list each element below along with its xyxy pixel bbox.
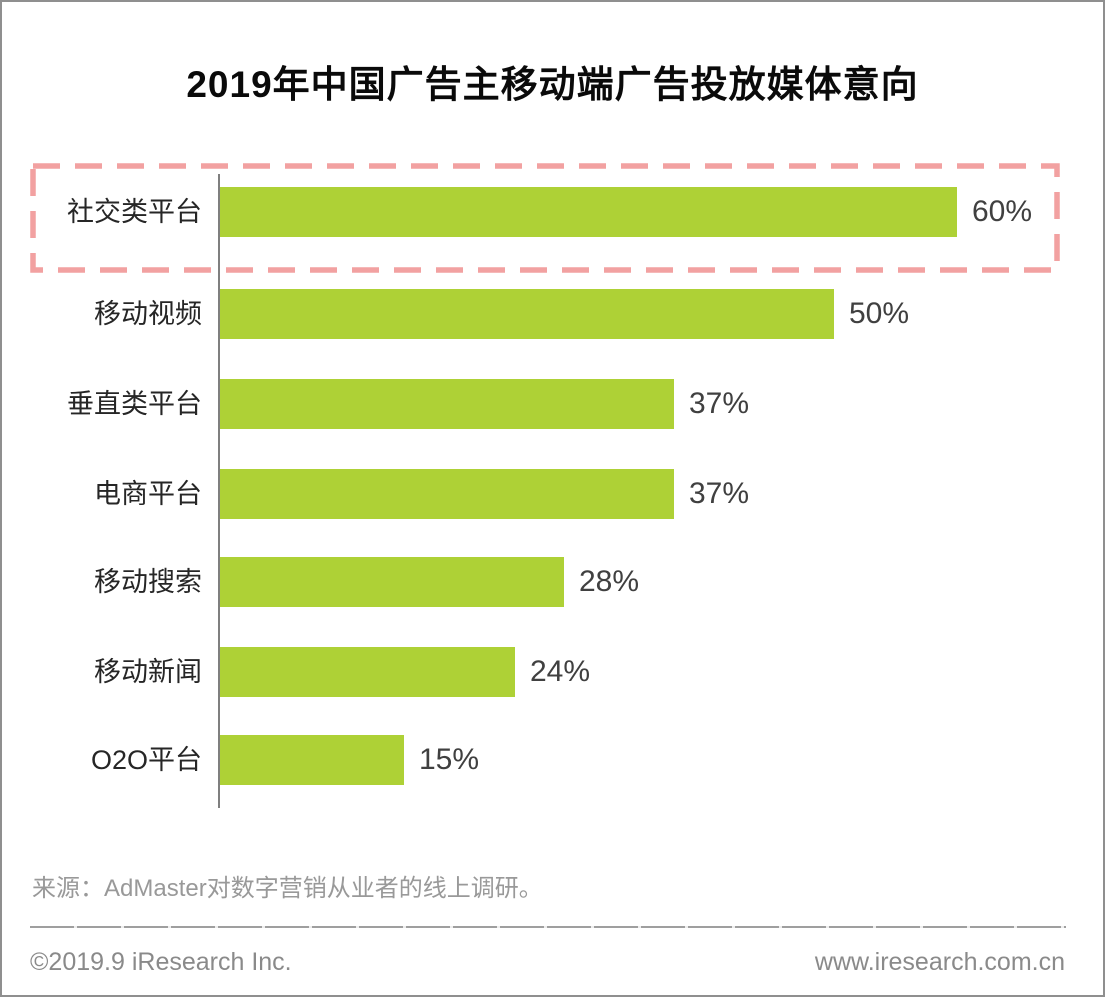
value-label: 60% xyxy=(972,195,1033,228)
category-label: 移动新闻 xyxy=(94,657,202,687)
bar xyxy=(220,735,404,785)
y-axis-line xyxy=(218,174,220,808)
category-label: 移动视频 xyxy=(94,299,202,329)
bar xyxy=(220,187,957,237)
copyright-text: ©2019.9 iResearch Inc. xyxy=(30,948,292,976)
bar-row: 电商平台 37% xyxy=(2,469,1103,519)
source-note: 来源：AdMaster对数字营销从业者的线上调研。 xyxy=(32,875,543,902)
bar xyxy=(220,469,674,519)
bar-row: 移动搜索 28% xyxy=(2,557,1103,607)
category-label: 电商平台 xyxy=(94,479,202,509)
category-label: 社交类平台 xyxy=(67,197,202,227)
bar xyxy=(220,557,564,607)
footer: ©2019.9 iResearch Inc. www.iresearch.com… xyxy=(30,948,1065,977)
highlight-dashed-box xyxy=(30,163,1060,273)
footer-separator-line xyxy=(30,926,1066,928)
category-label: O2O平台 xyxy=(90,745,202,775)
value-label: 37% xyxy=(689,387,750,420)
value-label: 15% xyxy=(419,743,480,776)
category-label: 移动搜索 xyxy=(94,567,202,597)
value-label: 28% xyxy=(579,565,640,598)
bar-row: O2O平台 15% xyxy=(2,735,1103,785)
bar xyxy=(220,647,515,697)
value-label: 24% xyxy=(530,655,591,688)
category-label: 垂直类平台 xyxy=(67,389,202,419)
bar-row: 垂直类平台 37% xyxy=(2,379,1103,429)
website-link[interactable]: www.iresearch.com.cn xyxy=(814,948,1065,976)
bar-row: 移动视频 50% xyxy=(2,289,1103,339)
highlight-dashed-rect xyxy=(30,163,1060,273)
value-label: 37% xyxy=(689,477,750,510)
value-label: 50% xyxy=(849,297,910,330)
bar xyxy=(220,379,674,429)
bar-row: 移动新闻 24% xyxy=(2,647,1103,697)
bar-row: 社交类平台 60% xyxy=(2,187,1103,237)
bar xyxy=(220,289,834,339)
chart-title: 2019年中国广告主移动端广告投放媒体意向 xyxy=(186,64,919,105)
